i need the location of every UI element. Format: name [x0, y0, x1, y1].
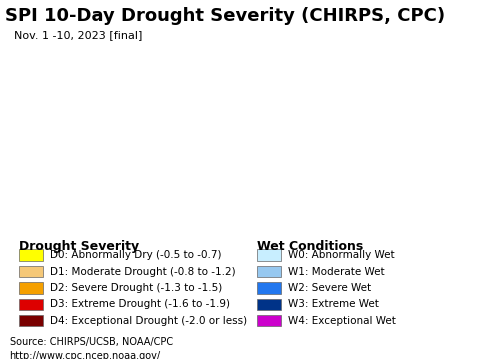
Bar [19, 282, 43, 294]
Text: D1: Moderate Drought (-0.8 to -1.2): D1: Moderate Drought (-0.8 to -1.2) [50, 267, 236, 276]
Text: D3: Extreme Drought (-1.6 to -1.9): D3: Extreme Drought (-1.6 to -1.9) [50, 299, 230, 309]
Bar [257, 315, 281, 326]
Bar [19, 299, 43, 310]
Bar [257, 299, 281, 310]
Text: D0: Abnormally Dry (-0.5 to -0.7): D0: Abnormally Dry (-0.5 to -0.7) [50, 250, 221, 260]
Text: Drought Severity: Drought Severity [19, 239, 139, 253]
Bar [257, 282, 281, 294]
Text: W0: Abnormally Wet: W0: Abnormally Wet [288, 250, 394, 260]
Bar [19, 266, 43, 278]
Text: D2: Severe Drought (-1.3 to -1.5): D2: Severe Drought (-1.3 to -1.5) [50, 283, 222, 293]
Text: W1: Moderate Wet: W1: Moderate Wet [288, 267, 384, 276]
Bar [19, 250, 43, 261]
Text: Wet Conditions: Wet Conditions [257, 239, 363, 253]
Bar [257, 266, 281, 278]
Bar [19, 315, 43, 326]
Text: W2: Severe Wet: W2: Severe Wet [288, 283, 371, 293]
Text: SPI 10-Day Drought Severity (CHIRPS, CPC): SPI 10-Day Drought Severity (CHIRPS, CPC… [5, 7, 445, 25]
Text: Source: CHIRPS/UCSB, NOAA/CPC: Source: CHIRPS/UCSB, NOAA/CPC [10, 337, 173, 348]
Text: W4: Exceptional Wet: W4: Exceptional Wet [288, 316, 396, 326]
Bar [257, 250, 281, 261]
Text: Nov. 1 -10, 2023 [final]: Nov. 1 -10, 2023 [final] [14, 30, 143, 40]
Text: http://www.cpc.ncep.noaa.gov/: http://www.cpc.ncep.noaa.gov/ [10, 351, 161, 359]
Text: D4: Exceptional Drought (-2.0 or less): D4: Exceptional Drought (-2.0 or less) [50, 316, 247, 326]
Text: W3: Extreme Wet: W3: Extreme Wet [288, 299, 378, 309]
